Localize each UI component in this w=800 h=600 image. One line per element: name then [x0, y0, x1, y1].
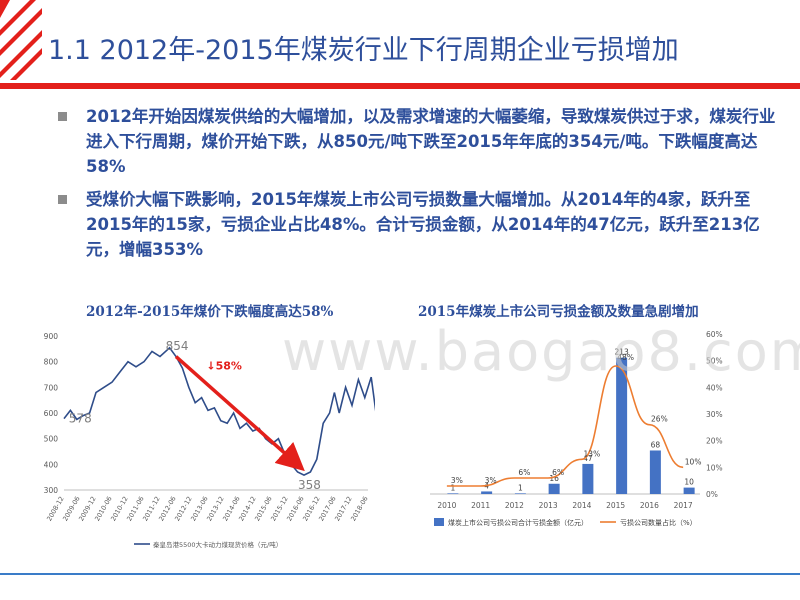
price-series-line [63, 346, 375, 476]
line-value-label: 3% [485, 476, 497, 485]
loss-amount-bar [683, 487, 695, 494]
bar-value-label: 68 [651, 440, 661, 449]
y-tick-label: 900 [44, 332, 59, 341]
loss-amount-bar [514, 493, 526, 494]
y-right-tick-label: 20% [706, 437, 723, 446]
y-right-tick-label: 50% [706, 357, 723, 366]
watermark: www.baogao8.com [282, 320, 800, 383]
y-right-tick-label: 10% [706, 463, 723, 472]
loss-amount-bar [447, 493, 459, 494]
y-right-tick-label: 40% [706, 383, 723, 392]
legend-line-label: 亏损公司数量占比（%） [620, 518, 697, 527]
line-value-label: 26% [651, 415, 668, 424]
y-right-tick-label: 60% [706, 330, 723, 339]
x-tick-label: 2014 [572, 501, 591, 510]
bullet-list: 2012年开始因煤炭供给的大幅增加，以及需求增速的大幅萎缩，导致煤炭供过于求，煤… [56, 104, 776, 270]
decline-percent-label: ↓58% [206, 359, 242, 372]
bar-value-label: 47 [583, 454, 593, 463]
corner-decoration [0, 0, 42, 80]
loss-combo-chart: 0% 10% 20% 30% 40% 50% 60% 2010 2011 2012 2013 2014… [430, 330, 723, 527]
right-chart-title: 2015年煤炭上市公司亏损金额及数量急剧增加 [418, 304, 699, 320]
price-line-chart: 9008007006005004003002008-122009-062009-… [44, 332, 375, 549]
bar-value-label: 10 [684, 478, 694, 487]
loss-amount-bar [481, 491, 493, 494]
bullet-item: 受煤价大幅下跌影响，2015年煤炭上市公司亏损数量大幅增加。从2014年的4家，… [56, 187, 776, 262]
corner-stripes-icon [0, 0, 42, 80]
y-tick-label: 800 [44, 358, 59, 367]
loss-amount-bar [616, 357, 628, 494]
bullet-text: 受煤价大幅下跌影响，2015年煤炭上市公司亏损数量大幅增加。从2014年的4家，… [86, 190, 760, 259]
x-tick-label: 2016 [640, 501, 659, 510]
bar-value-label: 213 [614, 348, 629, 357]
y-tick-label: 300 [44, 486, 59, 495]
line-value-label: 3% [451, 476, 463, 485]
y-right-tick-label: 30% [706, 410, 723, 419]
y-tick-label: 500 [44, 435, 59, 444]
y-right-tick-label: 0% [706, 490, 718, 499]
annotation-label-start: 578 [69, 412, 92, 426]
line-value-label: 6% [518, 468, 530, 477]
bar-value-label: 1 [518, 483, 523, 492]
footer-divider [0, 573, 800, 575]
loss-ratio-line [446, 365, 684, 487]
bar-value-label: 1 [450, 483, 455, 492]
decline-arrow [174, 355, 305, 472]
left-chart-title: 2012年-2015年煤价下跌幅度高达58% [86, 304, 334, 320]
x-tick-label: 2012 [505, 501, 524, 510]
x-tick-label: 2010 [437, 501, 456, 510]
y-tick-label: 400 [44, 460, 59, 469]
y-tick-label: 700 [44, 383, 59, 392]
line-value-label: 6% [552, 468, 564, 477]
bullet-square-icon [58, 112, 67, 121]
loss-amount-bar [548, 483, 560, 494]
loss-amount-bar [582, 463, 594, 494]
y-tick-label: 600 [44, 409, 59, 418]
bar-value-label: 16 [549, 474, 559, 483]
x-tick-label: 2017 [674, 501, 693, 510]
bullet-item: 2012年开始因煤炭供给的大幅增加，以及需求增速的大幅萎缩，导致煤炭供过于求，煤… [56, 104, 776, 179]
title-divider [0, 83, 800, 89]
legend-label: 秦皇岛港5500大卡动力煤现货价格（元/吨） [153, 540, 282, 549]
legend-bar-label: 煤炭上市公司亏损公司合计亏损金额（亿元） [448, 518, 588, 527]
bullet-square-icon [58, 195, 67, 204]
x-tick-label: 2015 [606, 501, 625, 510]
line-value-label: 13% [584, 449, 601, 458]
line-value-label: 10% [685, 457, 702, 466]
legend-bar-swatch [434, 518, 444, 526]
line-value-label: 48% [617, 353, 634, 362]
x-tick-label: 2013 [539, 501, 558, 510]
x-tick-label: 2011 [471, 501, 490, 510]
annotation-label-low: 358 [298, 478, 321, 492]
page-title: 1.1 2012年-2015年煤炭行业下行周期企业亏损增加 [48, 35, 679, 66]
bullet-text: 2012年开始因煤炭供给的大幅增加，以及需求增速的大幅萎缩，导致煤炭供过于求，煤… [86, 107, 776, 176]
loss-amount-bar [649, 450, 661, 494]
annotation-label-peak: 854 [166, 339, 189, 353]
